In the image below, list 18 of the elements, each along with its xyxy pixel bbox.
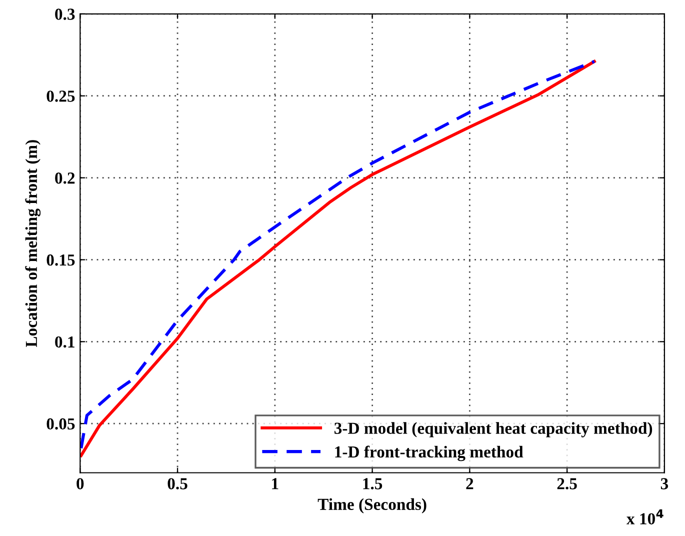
- text: x 10$^{4}$: [626, 509, 664, 524]
- legend-label: 3-D model (equivalent heat capacity method): [334, 422, 652, 438]
- y-tick-label: 0.05: [46, 418, 75, 430]
- x-tick-label: 3: [660, 478, 668, 490]
- y-tick-label: 0.25: [46, 90, 75, 102]
- y-axis-title: Location of melting front (m): [25, 140, 41, 348]
- x-axis-title: Time (Seconds): [318, 498, 426, 514]
- x-tick-label: 0: [76, 478, 84, 490]
- y-tick-label: 0.3: [55, 8, 75, 20]
- legend-label: 1-D front-tracking method: [335, 446, 524, 462]
- x-tick-label: 2.5: [557, 478, 577, 490]
- y-tick-label: 0.15: [46, 254, 75, 266]
- x-tick-label: 2: [466, 478, 474, 490]
- x-tick-label: 1: [272, 478, 278, 490]
- x-tick-label: 0.5: [168, 478, 188, 490]
- x-tick-label: 1.5: [363, 478, 382, 490]
- y-tick-label: 0.2: [55, 172, 75, 184]
- y-tick-label: 0.1: [55, 336, 74, 348]
